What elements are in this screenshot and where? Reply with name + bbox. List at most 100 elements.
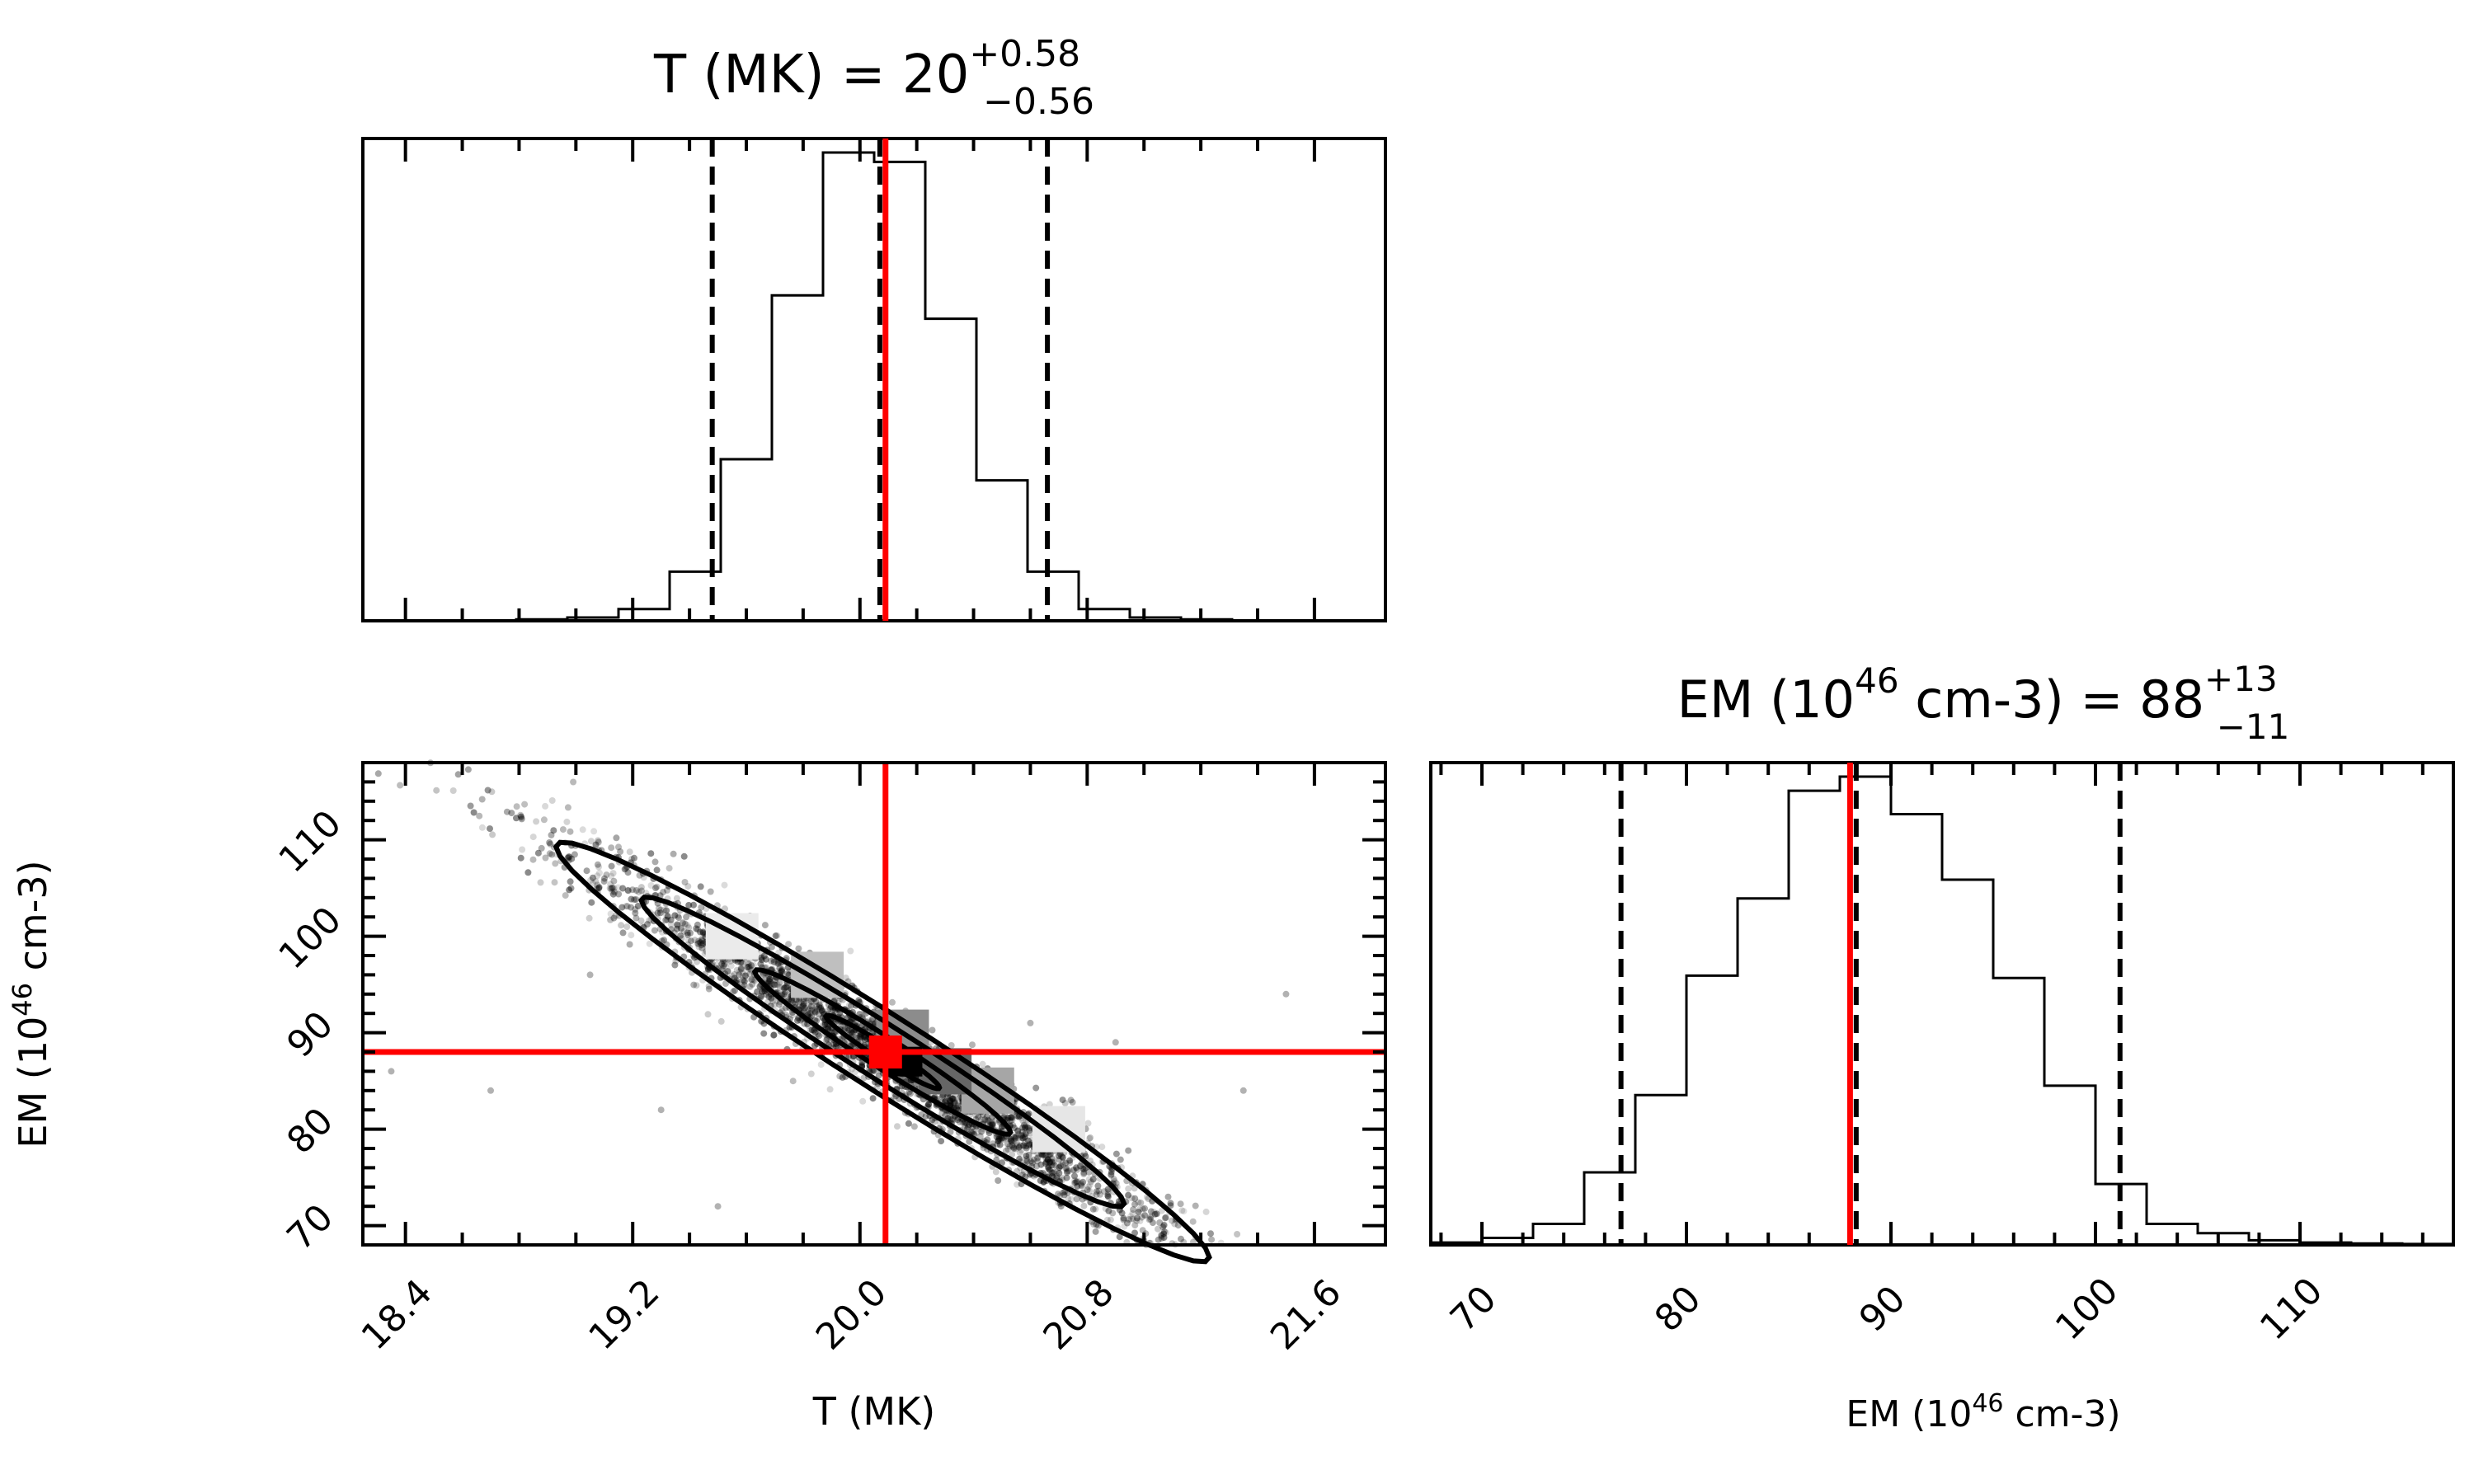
scatter-point [1016,1149,1023,1157]
scatter-point [685,924,693,932]
scatter-point [1104,1186,1112,1193]
scatter-point [983,1113,990,1120]
scatter-point [985,1117,992,1125]
scatter-point [529,856,537,863]
scatter-point [1123,1219,1131,1227]
scatter-point [613,834,620,842]
scatter-point [978,1128,985,1135]
scatter-point [608,862,615,870]
scatter-point [1009,1139,1016,1146]
scatter-point [1047,1158,1054,1166]
scatter-point [995,1177,1002,1184]
scatter-point [745,963,753,970]
scatter-point [651,927,658,934]
scatter-point [868,1017,875,1025]
scatter-point [951,1099,958,1106]
scatter-point [638,887,645,895]
scatter-point [661,936,668,943]
scatter-point [679,919,686,927]
scatter-point [995,1137,1002,1144]
scatter-point [1027,1158,1034,1165]
scatter-point [734,958,741,965]
scatter-point [1067,1097,1075,1104]
scatter-point [1022,1123,1029,1130]
scatter-point [746,983,753,990]
em-x-tick-label: 110 [2252,1270,2331,1348]
scatter-point [1155,1225,1161,1233]
scatter-point [1014,1127,1022,1134]
scatter-point [1022,1130,1029,1138]
scatter-point [698,945,706,951]
scatter-point [759,971,766,979]
scatter-point [1063,1167,1070,1175]
scatter-point [601,875,608,882]
scatter-point [1028,1159,1036,1167]
scatter-point [1034,1158,1042,1165]
scatter-point [1064,1167,1071,1175]
scatter-point [1110,1176,1117,1183]
scatter-point [724,968,731,975]
scatter-point [1045,1164,1052,1172]
scatter-point [661,906,668,913]
scatter-point [836,1073,844,1080]
scatter-point [684,922,691,929]
scatter-point [737,965,745,972]
scatter-point [947,1115,954,1123]
scatter-point [594,872,601,880]
scatter-point [1062,1165,1070,1172]
scatter-point [779,991,787,998]
scatter-point [489,831,496,838]
scatter-point [984,1136,991,1144]
scatter-point [1127,1215,1135,1223]
scatter-point [1046,1101,1053,1108]
scatter-point [807,1003,815,1010]
scatter-point [628,895,635,903]
scatter-point [1178,1207,1186,1214]
scatter-point [1009,1116,1016,1124]
scatter-point [872,1068,879,1075]
scatter-point [517,854,524,862]
scatter-point [1013,1134,1020,1141]
scatter-point [938,1110,946,1117]
scatter-point [949,1115,956,1123]
scatter-point [647,882,655,889]
scatter-point [870,1067,877,1074]
scatter-point [508,810,515,817]
scatter-point [656,909,664,917]
scatter-point [1171,1220,1178,1228]
scatter-point [1147,1216,1155,1223]
scatter-point [533,818,540,825]
scatter-point [795,1003,802,1010]
scatter-point [869,1067,877,1074]
scatter-point [623,903,631,910]
scatter-point [848,1028,855,1036]
scatter-point [636,871,643,879]
scatter-y-tick-labels: 70 80 90 100 110 [271,802,350,1259]
scatter-point [1125,1191,1132,1199]
scatter-point [673,895,680,902]
scatter-outlier [657,1106,665,1114]
scatter-point [607,910,614,918]
scatter-point [1127,1213,1134,1220]
scatter-point [1012,1133,1019,1140]
scatter-point [698,942,705,949]
scatter-point [1073,1195,1080,1203]
scatter-point [854,1034,861,1041]
scatter-point [925,1101,933,1108]
scatter-point [1135,1209,1142,1216]
scatter-point [540,816,548,824]
scatter-point [719,965,726,972]
scatter-point [721,881,728,889]
scatter-point [757,960,764,968]
scatter-point [1015,1131,1023,1138]
scatter-point [761,922,769,929]
scatter-point [1056,1169,1063,1176]
scatter-point [635,889,642,896]
scatter-point [929,1116,936,1124]
scatter-point [1131,1222,1139,1229]
scatter-point [1059,1097,1066,1104]
scatter-point [825,1007,832,1014]
scatter-point [733,966,741,974]
scatter-point [952,1098,959,1106]
scatter-point [1059,1153,1066,1161]
